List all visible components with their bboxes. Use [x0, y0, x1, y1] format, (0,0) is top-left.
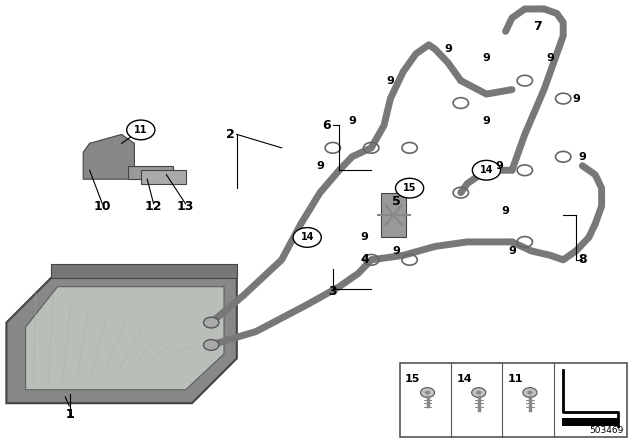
Text: 503469: 503469 [589, 426, 624, 435]
Text: 8: 8 [578, 253, 587, 267]
Text: 9: 9 [444, 44, 452, 54]
Text: 9: 9 [502, 206, 509, 215]
Circle shape [472, 388, 486, 397]
Text: 9: 9 [393, 246, 401, 256]
Circle shape [527, 391, 532, 394]
Polygon shape [141, 170, 186, 184]
Circle shape [204, 340, 219, 350]
Text: 14: 14 [479, 165, 493, 175]
Text: 9: 9 [316, 161, 324, 171]
Text: 15: 15 [405, 374, 420, 383]
Text: 9: 9 [495, 161, 503, 171]
Text: 2: 2 [226, 128, 235, 141]
Text: 11: 11 [134, 125, 148, 135]
Text: 6: 6 [322, 119, 331, 132]
Text: 7: 7 [533, 20, 542, 34]
Circle shape [425, 391, 430, 394]
Text: 9: 9 [348, 116, 356, 126]
Text: 15: 15 [403, 183, 417, 193]
Bar [400, 363, 627, 437]
Text: 14: 14 [300, 233, 314, 242]
Text: 11: 11 [508, 374, 523, 383]
Polygon shape [51, 264, 237, 278]
Polygon shape [26, 287, 224, 390]
Text: 9: 9 [361, 233, 369, 242]
Text: 9: 9 [483, 53, 490, 63]
Text: 3: 3 [328, 284, 337, 298]
Circle shape [293, 228, 321, 247]
Polygon shape [83, 134, 134, 179]
Circle shape [476, 391, 481, 394]
Circle shape [396, 178, 424, 198]
Text: 1: 1 [66, 408, 75, 421]
Text: 9: 9 [387, 76, 394, 86]
Text: 10: 10 [93, 199, 111, 213]
Circle shape [127, 120, 155, 140]
Text: 9: 9 [547, 53, 554, 63]
Text: 12: 12 [145, 199, 163, 213]
Circle shape [420, 388, 435, 397]
Text: 9: 9 [508, 246, 516, 256]
Text: 9: 9 [572, 94, 580, 103]
Text: 9: 9 [579, 152, 586, 162]
Circle shape [523, 388, 537, 397]
Circle shape [472, 160, 500, 180]
Text: 5: 5 [392, 195, 401, 208]
Text: 13: 13 [177, 199, 195, 213]
Circle shape [204, 317, 219, 328]
Text: 4: 4 [360, 253, 369, 267]
Bar [562, 418, 619, 426]
Polygon shape [6, 278, 237, 403]
Text: 14: 14 [456, 374, 472, 383]
Text: 1: 1 [66, 408, 75, 421]
Polygon shape [381, 193, 406, 237]
Text: 9: 9 [483, 116, 490, 126]
Polygon shape [128, 166, 173, 179]
